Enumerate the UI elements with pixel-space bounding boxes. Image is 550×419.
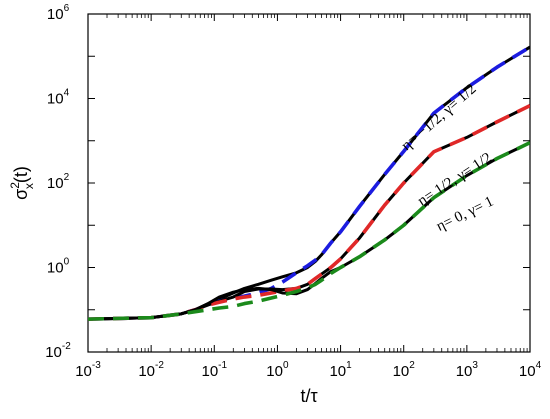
x-tick-base: 10 [456,363,473,380]
x-tick-label: 104 [519,360,542,380]
y-tick-label: 106 [47,3,70,23]
x-tick-exponent: -3 [92,360,101,371]
x-tick-label: 10-3 [75,360,101,380]
x-tick-base: 10 [393,363,410,380]
y-tick-exponent: 6 [64,3,70,14]
y-axis-label-sub: x [22,183,36,189]
y-tick-base: 10 [47,260,64,277]
y-tick-base: 10 [45,344,62,361]
x-tick-base: 10 [266,363,283,380]
x-tick-base: 10 [138,363,155,380]
y-tick-label: 104 [47,88,70,108]
x-tick-exponent: 4 [536,360,542,371]
x-tick-exponent: 0 [283,360,289,371]
x-tick-base: 10 [201,363,218,380]
series-line-5 [88,141,530,321]
y-tick-label: 102 [47,172,70,192]
x-tick-exponent: 1 [346,360,352,371]
x-tick-base: 10 [75,363,92,380]
series-layer [88,45,530,321]
y-tick-exponent: 0 [64,257,70,268]
y-axis-label-suffix: (t) [11,166,31,183]
ticks-layer: 10-3 10-2 10-1 100 101 102 103 10410-2100102104… [45,3,541,380]
x-tick-label: 102 [393,360,416,380]
y-axis-label-sup: 2 [8,182,22,189]
y-tick-exponent: 4 [64,88,70,99]
x-tick-exponent: 3 [472,360,478,371]
x-tick-base: 10 [329,363,346,380]
y-tick-base: 10 [47,91,64,108]
x-tick-label: 101 [329,360,352,380]
x-tick-exponent: -1 [218,360,227,371]
y-tick-label: 100 [47,257,70,277]
y-tick-base: 10 [47,175,64,192]
x-tick-label: 100 [266,360,289,380]
x-tick-label: 10-2 [138,360,164,380]
annotation-layer: η= −1/2, γ= 1/2η= 1/2, γ= 1/2η= 0, γ= 1 [399,81,497,235]
series-annotation-3: η= 0, γ= 1 [434,194,496,235]
y-tick-exponent: -2 [62,341,71,352]
x-axis-label: t/τ [300,386,317,406]
y-tick-exponent: 2 [64,172,70,183]
x-tick-exponent: 2 [409,360,415,371]
y-axis-label-base: σ [11,189,31,200]
series-line-2 [88,45,530,321]
x-tick-label: 10-1 [201,360,227,380]
y-tick-label: 10-2 [45,341,71,361]
x-tick-exponent: -2 [155,360,164,371]
x-tick-label: 103 [456,360,479,380]
y-tick-base: 10 [47,6,64,23]
y-axis-label: σ2x(t) [8,166,36,200]
series-annotation-1: η= −1/2, γ= 1/2 [399,81,480,154]
x-tick-base: 10 [519,363,536,380]
